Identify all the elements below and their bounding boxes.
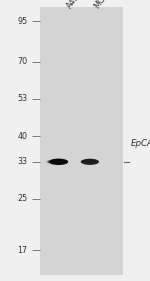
Text: EpCAM: EpCAM [131,139,150,148]
Text: 40: 40 [18,132,28,141]
Text: A431: A431 [65,0,84,10]
Text: 33: 33 [18,157,28,166]
Ellipse shape [49,158,68,165]
Text: 95: 95 [18,17,28,26]
Ellipse shape [81,160,83,163]
Text: 25: 25 [18,194,28,203]
Text: 53: 53 [18,94,28,103]
Text: MCF-7: MCF-7 [92,0,114,10]
Ellipse shape [81,159,99,165]
Text: 17: 17 [18,246,28,255]
Text: 70: 70 [18,57,28,66]
Bar [40,7,123,275]
Ellipse shape [48,160,49,164]
Ellipse shape [47,161,48,163]
